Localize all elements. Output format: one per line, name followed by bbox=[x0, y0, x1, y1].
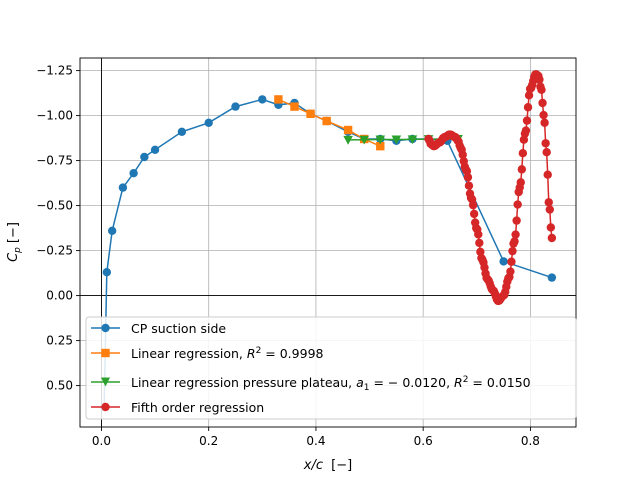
data-point bbox=[508, 246, 517, 256]
data-point bbox=[539, 110, 548, 120]
series-layer bbox=[99, 70, 557, 412]
data-point bbox=[107, 226, 117, 235]
data-point bbox=[521, 126, 531, 135]
x-axis-label-unit: [−] bbox=[331, 458, 352, 473]
legend-marker-plateau bbox=[101, 377, 110, 387]
y-tick-label: 0.25 bbox=[46, 334, 73, 348]
data-point bbox=[468, 200, 478, 210]
y-axis-label: Cp [−] bbox=[6, 222, 23, 262]
x-tick-label: 0.4 bbox=[306, 434, 325, 448]
legend-marker-fifth bbox=[101, 402, 110, 412]
x-tick-label: 0.6 bbox=[414, 434, 433, 448]
data-point bbox=[474, 230, 483, 239]
data-point bbox=[391, 135, 402, 145]
data-point bbox=[150, 145, 160, 154]
legend-marker-cp bbox=[101, 323, 110, 333]
data-point bbox=[537, 85, 546, 94]
data-point bbox=[343, 125, 353, 135]
legend-entry-plateau: Linear regression pressure plateau, a1 =… bbox=[91, 375, 531, 393]
data-point bbox=[511, 230, 520, 239]
data-point bbox=[118, 183, 128, 192]
y-tick-label: −0.50 bbox=[36, 199, 73, 213]
data-point bbox=[538, 98, 547, 108]
x-tick-label: 0.0 bbox=[92, 434, 111, 448]
data-point bbox=[516, 178, 525, 187]
data-point bbox=[290, 102, 299, 111]
legend-label-plateau: Linear regression pressure plateau, a1 =… bbox=[131, 375, 531, 393]
data-point bbox=[512, 216, 521, 225]
y-axis-label-sub: p bbox=[13, 247, 23, 254]
x-axis-label-main: x/c bbox=[303, 458, 323, 473]
legend-entry-fifth-order: Fifth order regression bbox=[91, 400, 264, 415]
data-point bbox=[343, 135, 353, 145]
y-tick-label: −0.25 bbox=[36, 244, 73, 258]
data-point bbox=[506, 267, 515, 276]
plot-frame bbox=[79, 57, 577, 428]
tick-layer: 0.0 0.2 0.4 0.6 0.8 −1.25 −1.00 −0.75 −0.50 −0.25… bbox=[36, 64, 540, 448]
data-point bbox=[204, 118, 213, 128]
x-axis-label: x/c [−] bbox=[303, 458, 352, 473]
data-point bbox=[464, 181, 474, 190]
data-point bbox=[523, 103, 533, 112]
data-point bbox=[542, 147, 551, 157]
data-point bbox=[547, 233, 557, 243]
data-point bbox=[129, 169, 138, 178]
legend-marker-linear bbox=[101, 348, 110, 358]
legend-label-linear: Linear regression, R2 = 0.9998 bbox=[131, 346, 324, 361]
series-3 bbox=[424, 70, 557, 306]
y-axis-label-unit: [−] bbox=[6, 222, 21, 243]
data-point bbox=[407, 135, 418, 145]
data-point bbox=[517, 165, 527, 174]
y-tick-label: −1.00 bbox=[36, 109, 73, 123]
data-point bbox=[376, 142, 385, 151]
data-point bbox=[274, 95, 283, 104]
data-point bbox=[522, 116, 532, 125]
y-tick-label: 0.00 bbox=[46, 289, 73, 303]
data-point bbox=[540, 118, 549, 127]
data-point bbox=[507, 257, 516, 266]
legend: CP suction side Linear regression, R2 = … bbox=[85, 316, 577, 420]
legend-label-fifth: Fifth order regression bbox=[131, 400, 264, 415]
data-point bbox=[375, 135, 386, 145]
data-point bbox=[463, 173, 473, 182]
data-point bbox=[510, 237, 519, 246]
data-point bbox=[140, 152, 149, 162]
data-point bbox=[543, 170, 552, 179]
data-point bbox=[544, 198, 553, 207]
data-point bbox=[458, 150, 467, 159]
data-point bbox=[476, 247, 485, 257]
data-point bbox=[258, 95, 267, 104]
legend-entry-cp-suction-side: CP suction side bbox=[91, 321, 226, 336]
data-point bbox=[231, 102, 240, 111]
data-point bbox=[475, 238, 484, 248]
x-tick-label: 0.2 bbox=[199, 434, 218, 448]
data-point bbox=[518, 149, 528, 158]
y-tick-label: 0.50 bbox=[46, 379, 73, 393]
data-point bbox=[524, 91, 534, 100]
data-point bbox=[535, 75, 544, 84]
legend-label-cp: CP suction side bbox=[131, 321, 226, 336]
data-point bbox=[547, 273, 557, 282]
data-point bbox=[546, 223, 556, 232]
x-tick-label: 0.8 bbox=[521, 434, 540, 448]
legend-entry-linear-regression: Linear regression, R2 = 0.9998 bbox=[91, 346, 324, 361]
data-point bbox=[359, 135, 369, 145]
y-tick-label: −1.25 bbox=[36, 64, 73, 78]
data-point bbox=[499, 257, 508, 266]
y-tick-label: −0.75 bbox=[36, 154, 73, 168]
data-point bbox=[541, 139, 550, 148]
legend-box bbox=[85, 316, 577, 420]
data-point bbox=[322, 116, 331, 126]
data-point bbox=[102, 268, 112, 277]
y-axis-label-main: C bbox=[6, 252, 21, 262]
data-point bbox=[177, 127, 187, 136]
data-point bbox=[469, 209, 479, 219]
data-point bbox=[306, 109, 315, 118]
data-point bbox=[513, 200, 522, 209]
data-point bbox=[545, 205, 554, 214]
